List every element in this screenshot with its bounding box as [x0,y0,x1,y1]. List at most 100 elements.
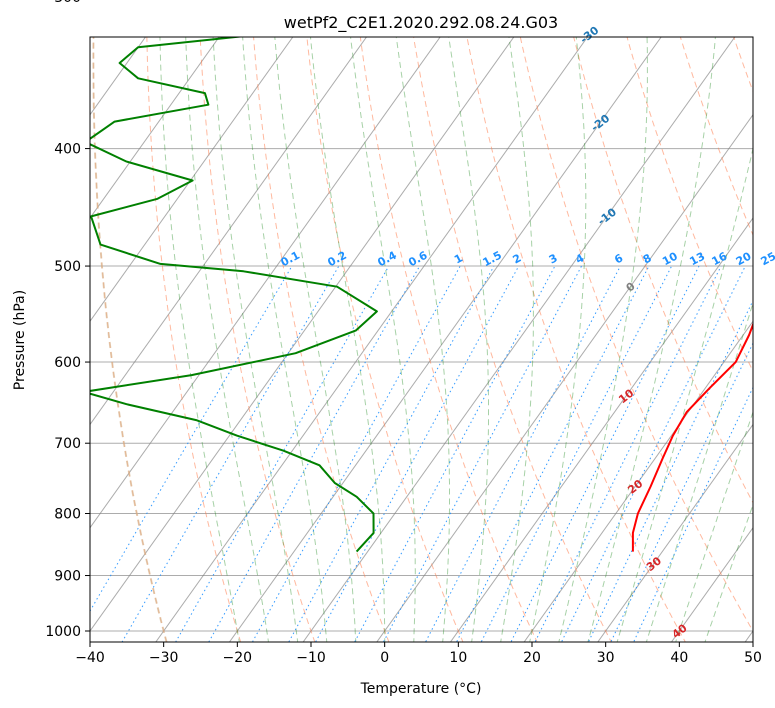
moist-adiabat-line [704,503,753,642]
mixing-ratio-line [560,265,746,642]
moist-adiabat-line [309,37,386,642]
x-tick-label: −10 [296,650,326,666]
y-tick-label: 600 [54,355,81,371]
mixing-ratio-line [425,265,621,642]
mixing-ratio-label: 1 [452,251,465,266]
mixing-ratio-label: 3 [547,251,560,266]
x-tick-label: 30 [597,650,615,666]
moist-adiabat-line [212,37,299,642]
mixing-ratio-label: 13 [688,250,708,269]
x-tick-label: −40 [75,650,105,666]
dry-adiabat-line [253,37,390,642]
dry-adiabat-line [660,0,775,662]
x-tick-label: 0 [380,650,389,666]
moist-adiabat-line [242,37,328,642]
moist-adiabat-line [185,37,269,642]
x-tick-label: −30 [149,650,179,666]
isotherm-line [0,0,385,662]
x-tick-label: −20 [223,650,253,666]
mixing-ratio-line [288,265,495,642]
isotherm-line [90,37,147,116]
mixing-ratio-line [315,265,520,642]
mixing-ratio-line [175,265,390,642]
x-tick-label: 20 [523,650,541,666]
moist-adiabat-line [587,37,716,642]
isotherm-line [670,526,753,642]
plot-frame [89,36,754,643]
dewpoint-profile-line [90,37,378,553]
mixing-ratio-label: 25 [759,250,775,269]
mixing-ratio-line [354,265,556,642]
dry-adiabat-line [737,0,775,662]
moist-adiabat-line [616,146,753,642]
isotherm-line [90,37,441,529]
mixing-ratio-line [456,265,650,642]
moist-adiabat-line [675,410,753,642]
dry-adiabat-line [698,0,775,662]
isotherm-line [0,0,311,662]
temperature-profile-line [631,321,753,552]
isotherm-line [597,423,753,642]
isotherm-line [0,0,459,662]
isotherm-line [155,37,589,642]
moist-adiabat-line [529,37,587,642]
mixing-ratio-line [251,265,461,642]
isotherm-line [228,37,662,642]
isotherm-line [523,320,753,642]
moist-adiabat-line [274,37,357,642]
dry-adiabat-line [359,37,538,642]
mixing-ratio-line [587,299,753,642]
isotherm-line [449,217,753,642]
mixing-ratio-line [480,265,673,642]
mixing-ratio-label: 20 [734,249,754,268]
moist-adiabat-line [159,37,240,642]
dry-adiabat-line [146,37,242,642]
y-tick-label: 800 [54,507,81,523]
moist-adiabat-line [350,37,416,642]
mixing-ratio-label: 10 [660,249,680,268]
y-tick-label: 400 [54,142,81,158]
isotherm-label: -20 [589,112,613,135]
isotherm-label: -30 [578,24,602,47]
mixing-ratio-line [208,265,421,642]
dry-adiabat-line [626,37,753,373]
x-tick-label: 10 [449,650,467,666]
isotherm-label: 10 [616,386,636,406]
mixing-ratio-label: 8 [641,251,654,266]
x-tick-label: 50 [744,650,762,666]
mixing-ratio-line [382,265,582,642]
isotherm-line [0,0,532,662]
moist-adiabat-line [500,37,534,642]
isotherm-label: 40 [670,621,690,641]
x-tick-label: 40 [670,650,688,666]
moist-adiabat-line [558,37,648,642]
dry-adiabat-line [413,37,612,642]
y-axis-ticks: 1000900800700600500400300200100 [45,0,90,640]
isotherm-line [376,113,753,642]
reference-curve [92,37,168,642]
isotherm-label: 20 [625,477,645,497]
isotherm-line [90,37,294,323]
y-tick-label: 500 [54,259,81,275]
sounding-profiles [90,37,753,553]
dry-adiabat-line [573,37,753,504]
moist-adiabat-line [395,37,450,642]
dry-adiabat-line [306,37,464,642]
mixing-ratio-label: 6 [612,251,625,266]
mixing-ratio-line [121,265,340,642]
y-tick-label: 700 [54,436,81,452]
y-tick-label: 300 [54,0,81,6]
background-lines [0,0,775,662]
isotherm-line [90,37,515,632]
isotherm-label: 30 [644,554,664,574]
x-axis-label: Temperature (°C) [360,681,482,697]
dry-adiabat-line [92,37,168,642]
y-axis-label: Pressure (hPa) [12,290,28,390]
y-tick-label: 1000 [45,624,81,640]
mixing-ratio-line [610,342,753,642]
y-tick-label: 900 [54,569,81,585]
dry-adiabat-line [519,37,753,633]
mixing-ratio-line [534,265,722,642]
